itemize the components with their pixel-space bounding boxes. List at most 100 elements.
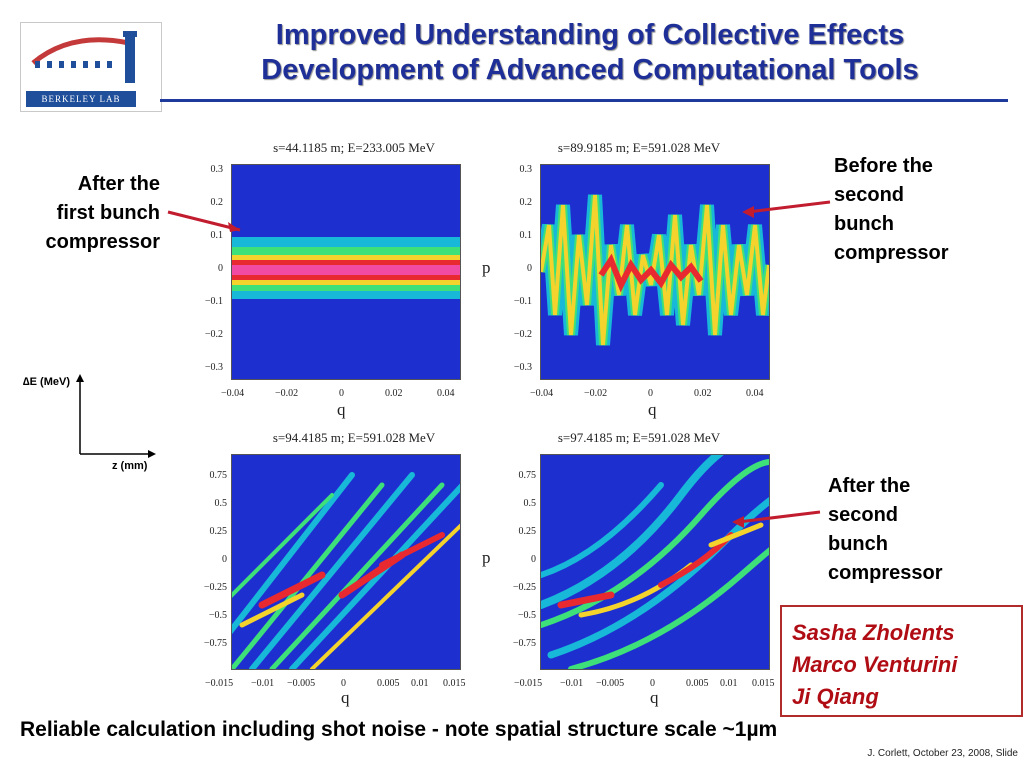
axis-arrows-icon bbox=[76, 374, 156, 458]
x-tick: −0.02 bbox=[275, 388, 299, 399]
title-line-1: Improved Understanding of Collective Eff… bbox=[275, 19, 905, 51]
logo-text: BERKELEY LAB bbox=[26, 91, 136, 107]
x-tick: 0.015 bbox=[443, 678, 466, 689]
annotation-before-second-compressor: Before the second bunch compressor bbox=[834, 152, 1014, 268]
plot-title: s=97.4185 m; E=591.028 MeV bbox=[557, 430, 721, 445]
x-axis-label: q bbox=[650, 688, 659, 707]
author-name: Sasha Zholents bbox=[792, 620, 955, 645]
y-tick: 0.5 bbox=[523, 498, 537, 509]
plot-area bbox=[231, 164, 461, 380]
bottom-caption: Reliable calculation including shot nois… bbox=[20, 718, 778, 741]
x-tick: 0.04 bbox=[437, 388, 455, 399]
annotation-line: bunch bbox=[834, 213, 894, 235]
x-axis-legend-label: z (mm) bbox=[112, 460, 148, 472]
x-tick: 0 bbox=[648, 388, 653, 399]
x-tick: −0.005 bbox=[596, 678, 625, 689]
x-tick-labels: −0.04 −0.02 0 0.02 0.04 bbox=[524, 388, 784, 402]
y-tick: −0.5 bbox=[208, 610, 227, 621]
annotation-line: compressor bbox=[828, 562, 943, 584]
y-tick: −0.75 bbox=[512, 638, 536, 649]
x-tick: 0 bbox=[341, 678, 346, 689]
y-tick: 0.2 bbox=[210, 197, 224, 208]
x-tick: −0.015 bbox=[514, 678, 543, 689]
lab-arch-icon bbox=[31, 31, 137, 83]
phase-space-plot-1: s=44.1185 m; E=233.005 MeV 0.3 0.2 0.1 0… bbox=[195, 140, 495, 430]
slide-footer: J. Corlett, October 23, 2008, Slide bbox=[867, 748, 1018, 759]
arrow-icon bbox=[742, 200, 831, 218]
y-tick: 0 bbox=[527, 263, 532, 274]
arrow-icon bbox=[732, 510, 821, 528]
x-tick: 0 bbox=[339, 388, 344, 399]
annotation-line: After the bbox=[77, 173, 160, 195]
y-tick-labels: 0.75 0.5 0.25 0 −0.25 −0.5 −0.75 bbox=[504, 470, 540, 650]
y-tick: −0.1 bbox=[204, 296, 223, 307]
x-tick: 0 bbox=[650, 678, 655, 689]
y-tick: 0.75 bbox=[518, 470, 537, 481]
x-tick: −0.04 bbox=[221, 388, 245, 399]
y-axis-label: p bbox=[482, 548, 491, 567]
y-tick: 0.75 bbox=[209, 470, 228, 481]
x-tick: 0.01 bbox=[720, 678, 738, 689]
y-tick: −0.25 bbox=[203, 582, 227, 593]
x-tick: 0.04 bbox=[746, 388, 764, 399]
x-tick: 0.02 bbox=[694, 388, 712, 399]
plot-area bbox=[540, 454, 770, 670]
x-tick: −0.04 bbox=[530, 388, 554, 399]
plot-area bbox=[231, 454, 461, 670]
y-tick: 0 bbox=[531, 554, 536, 565]
annotation-line: second bbox=[828, 504, 899, 526]
author-name: Marco Venturini bbox=[792, 652, 958, 677]
y-tick-labels: 0.3 0.2 0.1 0 −0.1 −0.2 −0.3 bbox=[195, 164, 227, 374]
x-tick: −0.015 bbox=[205, 678, 234, 689]
x-axis-label: q bbox=[341, 688, 350, 707]
x-axis-label: q bbox=[648, 400, 657, 419]
slide-title: Improved Understanding of Collective Eff… bbox=[170, 18, 1010, 88]
y-tick: 0.3 bbox=[519, 164, 533, 175]
annotation-after-first-compressor: After the first bunch compressor bbox=[0, 170, 161, 257]
y-tick: −0.3 bbox=[513, 362, 532, 373]
plot-title: s=89.9185 m; E=591.028 MeV bbox=[557, 140, 721, 155]
y-tick: 0.1 bbox=[519, 230, 533, 241]
x-tick: −0.005 bbox=[287, 678, 316, 689]
x-tick: 0.01 bbox=[411, 678, 429, 689]
arrow-icon bbox=[167, 210, 241, 232]
axes-legend: ∆E (MeV) z (mm) bbox=[20, 370, 170, 480]
x-tick: 0.02 bbox=[385, 388, 403, 399]
annotation-line: second bbox=[834, 184, 905, 206]
y-tick: −0.2 bbox=[204, 329, 223, 340]
plot-title: s=94.4185 m; E=591.028 MeV bbox=[272, 430, 436, 445]
y-tick: −0.3 bbox=[204, 362, 223, 373]
title-line-2: Development of Advanced Computational To… bbox=[261, 54, 919, 86]
x-tick: −0.01 bbox=[560, 678, 584, 689]
annotation-line: compressor bbox=[45, 231, 161, 253]
y-tick: −0.25 bbox=[512, 582, 536, 593]
y-tick: 0.1 bbox=[210, 230, 224, 241]
annotation-line: After the bbox=[828, 475, 911, 497]
y-tick-labels: 0.3 0.2 0.1 0 −0.1 −0.2 −0.3 bbox=[504, 164, 536, 374]
y-tick: −0.75 bbox=[203, 638, 227, 649]
x-axis-label: q bbox=[337, 400, 346, 419]
y-tick: 0.25 bbox=[518, 526, 537, 537]
annotation-after-second-compressor: After the second bunch compressor bbox=[828, 472, 1018, 588]
y-tick: 0.5 bbox=[214, 498, 228, 509]
x-tick: 0.005 bbox=[686, 678, 709, 689]
y-tick: 0.2 bbox=[519, 197, 533, 208]
phase-space-plot-4: s=97.4185 m; E=591.028 MeV p 0.75 0.5 0.… bbox=[480, 430, 780, 720]
x-tick-labels: −0.015 −0.01 −0.005 0 0.005 0.01 0.015 bbox=[205, 678, 475, 692]
y-tick: 0.25 bbox=[209, 526, 228, 537]
annotation-line: first bunch bbox=[56, 202, 160, 224]
x-tick: −0.01 bbox=[251, 678, 275, 689]
phase-space-plot-2: s=89.9185 m; E=591.028 MeV p 0.3 0.2 0.1… bbox=[480, 140, 780, 430]
annotation-line: compressor bbox=[834, 242, 949, 264]
y-tick: 0 bbox=[218, 263, 223, 274]
x-tick: 0.015 bbox=[752, 678, 775, 689]
y-axis-legend-label: ∆E (MeV) bbox=[22, 376, 70, 388]
authors-box: Sasha Zholents Marco Venturini Ji Qiang bbox=[780, 605, 1023, 717]
x-tick: 0.005 bbox=[377, 678, 400, 689]
y-tick-labels: 0.75 0.5 0.25 0 −0.25 −0.5 −0.75 bbox=[195, 470, 231, 650]
author-name: Ji Qiang bbox=[792, 684, 879, 709]
plot-title: s=44.1185 m; E=233.005 MeV bbox=[273, 140, 435, 155]
y-tick: −0.5 bbox=[517, 610, 536, 621]
y-tick: −0.2 bbox=[513, 329, 532, 340]
plot-area bbox=[540, 164, 770, 380]
